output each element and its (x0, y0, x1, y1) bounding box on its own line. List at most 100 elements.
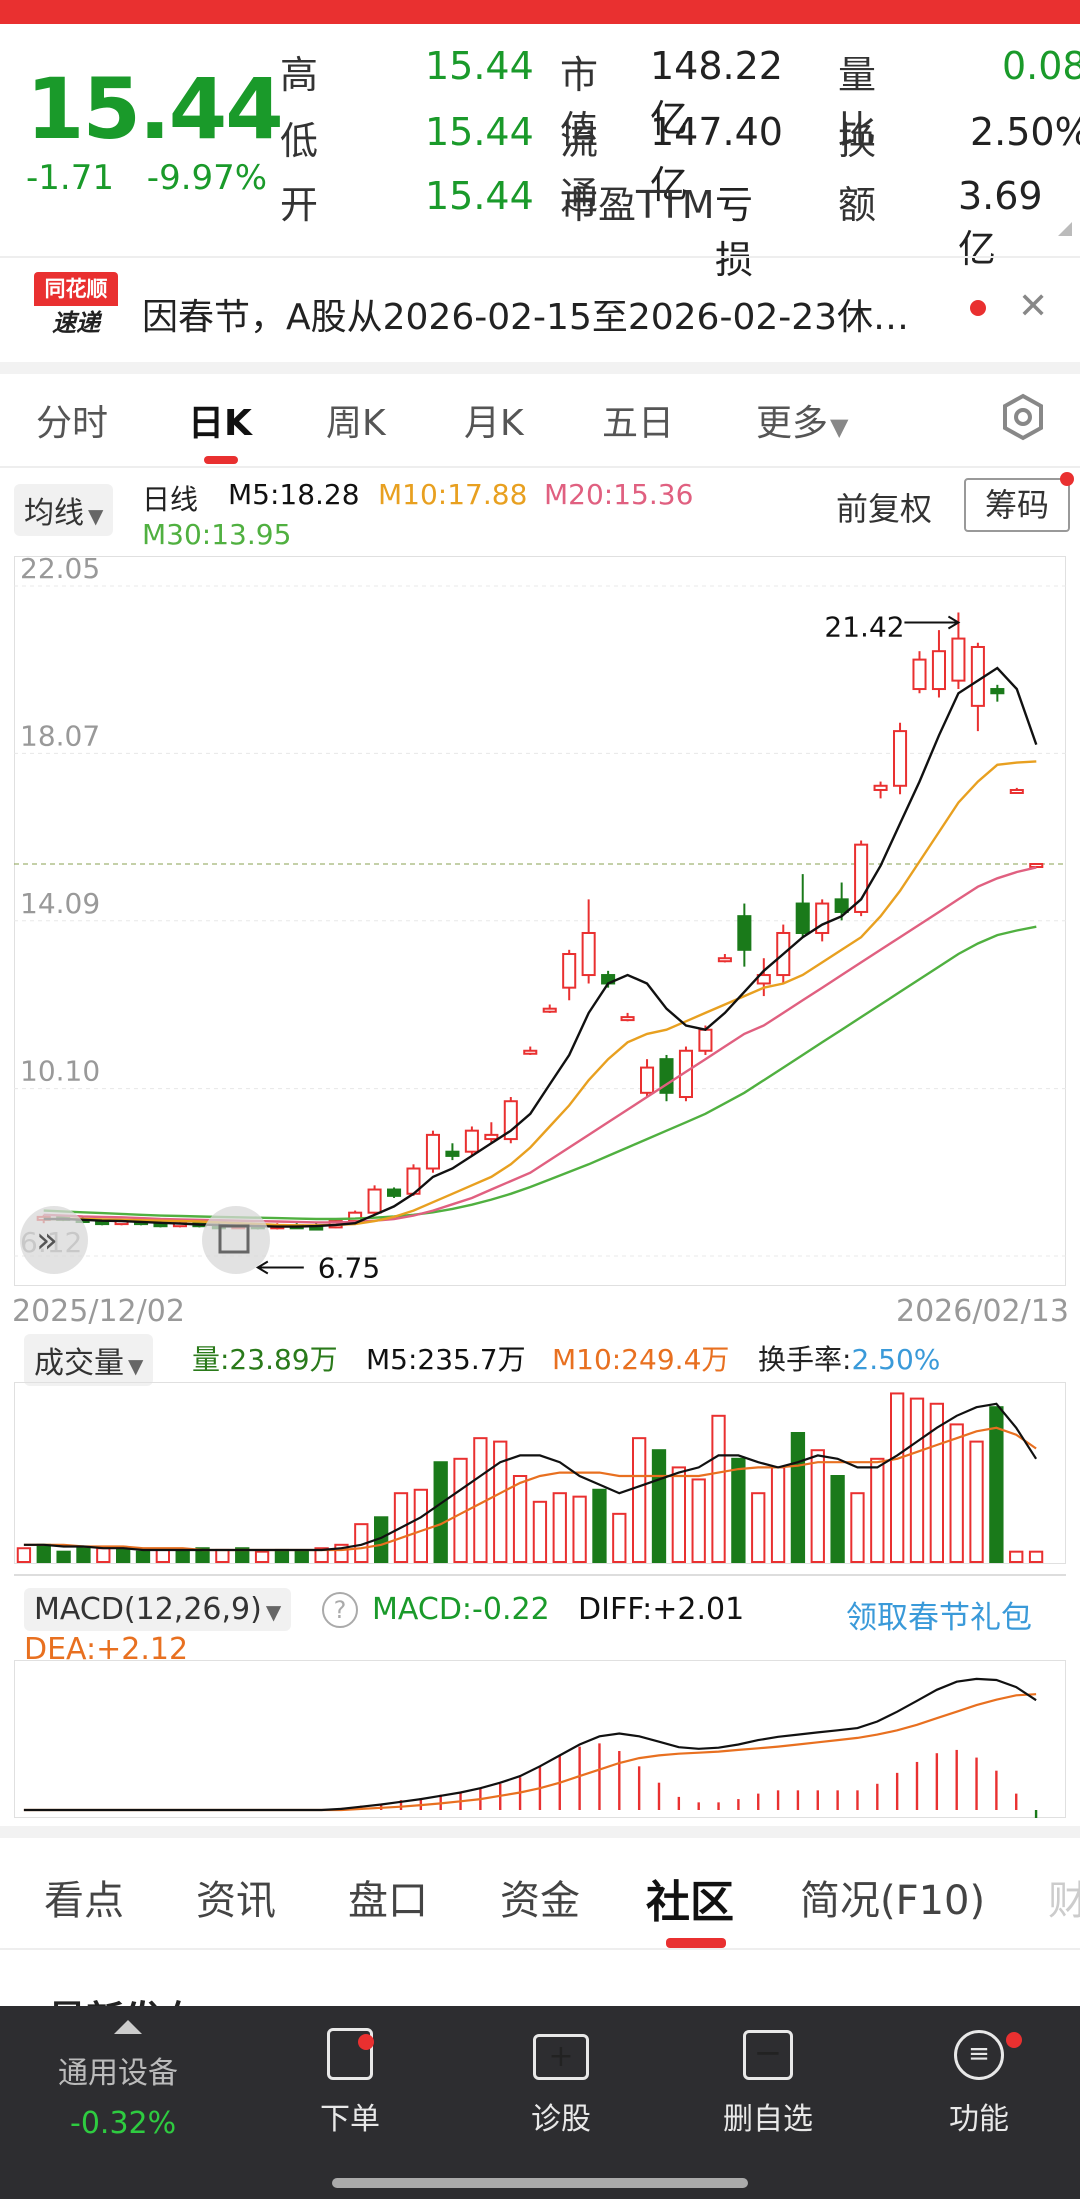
volume-bar (830, 1475, 845, 1563)
ma-selector[interactable]: 均线 ▼ (14, 484, 114, 536)
volume-bar (155, 1548, 170, 1564)
volume-bar (493, 1440, 508, 1563)
sector-change: -0.32% (70, 2106, 177, 2141)
nav-diagnose[interactable]: + 诊股 (516, 2028, 606, 2138)
chip-distribution-button[interactable]: 筹码 (964, 478, 1070, 532)
tab-monthly-k[interactable]: 月K (464, 403, 524, 444)
caret-down-icon: ▼ (128, 1354, 144, 1378)
tab-more-label: 更多 (756, 403, 829, 444)
candle-body (484, 1133, 499, 1141)
caret-down-icon: ▼ (265, 1600, 282, 1624)
ths-news-badge: 同花顺 速递 (34, 272, 118, 340)
y-tick-label: 10.10 (20, 1055, 100, 1088)
caret-down-icon: ▼ (88, 504, 104, 528)
candle-body (581, 931, 596, 977)
start-date-label: 2025/12/02 (12, 1294, 185, 1329)
candle-body (367, 1188, 382, 1214)
nav-diagnose-label: 诊股 (531, 2102, 591, 2137)
expand-corner-icon[interactable] (1058, 222, 1072, 236)
volume-bar (969, 1440, 984, 1563)
price-change-value: -1.71 (26, 158, 114, 198)
settings-icon[interactable] (998, 392, 1048, 442)
unread-dot (970, 300, 986, 316)
turnover-value: 2.50% (851, 1343, 941, 1376)
volume-bar (810, 1449, 825, 1563)
tab-daily-k[interactable]: 日K (188, 403, 252, 444)
stat-label-pe: 市盈TTM (560, 183, 715, 227)
tab-five-day[interactable]: 五日 (602, 403, 675, 444)
sector-name[interactable]: 通用设备 (58, 2056, 178, 2091)
stat-value-turnover: 2.50% (970, 110, 1080, 154)
unread-dot (1060, 472, 1074, 486)
volume-selector[interactable]: 成交量 ▼ (24, 1334, 154, 1386)
low-marker-label: 6.75 (318, 1252, 380, 1285)
stat-value-float: 147.40亿 (650, 110, 783, 207)
divider (0, 1826, 1080, 1838)
stat-value-pe: 亏损 (715, 183, 754, 282)
candle-body (425, 1133, 440, 1170)
candle-body (717, 957, 732, 963)
nav-order-label: 下单 (320, 2102, 380, 2137)
volume-bar (949, 1423, 964, 1564)
section-tabbar: 看点 资讯 盘口 资金 社区 简况(F10) 财 (0, 1838, 1080, 1948)
low-marker-arrow (255, 1260, 304, 1275)
candle-body (464, 1129, 479, 1153)
bottom-nav: 通用设备 -0.32% 下单 + 诊股 − 删自选 ≡ 功能 (0, 2006, 1080, 2199)
candle-body (970, 645, 985, 707)
ma5-value: M5:18.28 (228, 478, 360, 511)
tab-more[interactable]: 更多▼ (756, 394, 848, 446)
chart-frame (14, 556, 1066, 1286)
adjust-mode[interactable]: 前复权 (836, 490, 933, 528)
tab-timeshare[interactable]: 分时 (36, 403, 109, 444)
badge-bottom: 速递 (34, 306, 118, 340)
macd-selector[interactable]: MACD(12,26,9) ▼ (24, 1588, 292, 1631)
volume-m5: M5:235.7万 (366, 1343, 526, 1376)
section-tab-community[interactable]: 社区 (646, 1877, 734, 1928)
section-tab-f10[interactable]: 简况(F10) (800, 1878, 986, 1924)
volume-bar (254, 1550, 270, 1563)
candle-body (523, 1049, 538, 1055)
diagnose-icon: + (533, 2034, 589, 2080)
divider (0, 256, 1080, 258)
volume-bar (870, 1457, 885, 1563)
divider (0, 1948, 1080, 1950)
scroll-left-button (20, 1206, 88, 1274)
chevron-up-icon[interactable] (114, 2020, 142, 2034)
zoom-button (202, 1206, 270, 1274)
section-tab-highlights[interactable]: 看点 (44, 1878, 124, 1924)
kline-label: 日线 (142, 483, 199, 516)
active-section-indicator (666, 1938, 726, 1948)
section-tab-finance[interactable]: 财 (1048, 1878, 1080, 1924)
candle-body (737, 915, 752, 951)
candle-body (445, 1150, 460, 1157)
nav-remove-watchlist-label: 删自选 (723, 2102, 813, 2137)
candle-body (873, 784, 888, 791)
spring-gift-link[interactable]: 领取春节礼包 (846, 1600, 1032, 1636)
macd-chart[interactable] (14, 1660, 1066, 1818)
tab-weekly-k[interactable]: 周K (326, 403, 386, 444)
section-tab-news[interactable]: 资讯 (196, 1878, 276, 1924)
notice-text[interactable]: 因春节，A股从2026-02-15至2026-02-23休… (142, 297, 910, 338)
candle-body (990, 688, 1005, 695)
candle-body (620, 1016, 635, 1022)
stat-label-volratio: 量比 (838, 53, 877, 152)
volume-m10: M10:249.4万 (552, 1343, 730, 1376)
close-icon[interactable]: ✕ (1018, 286, 1049, 327)
stat-label-open: 开 (280, 183, 319, 227)
volume-bar (1028, 1550, 1044, 1563)
section-tab-funds[interactable]: 资金 (500, 1878, 580, 1924)
volume-bar (532, 1500, 548, 1564)
section-tab-orderbook[interactable]: 盘口 (348, 1878, 428, 1924)
divider (0, 362, 1080, 374)
y-tick-label: 22.05 (20, 556, 100, 585)
help-icon[interactable]: ? (322, 1592, 358, 1628)
chart-frame (14, 1382, 1066, 1564)
volume-bar (135, 1550, 151, 1563)
nav-order[interactable]: 下单 (310, 2028, 390, 2138)
nav-functions[interactable]: ≡ 功能 (934, 2028, 1024, 2138)
volume-chart[interactable] (14, 1382, 1066, 1564)
volume-bar (632, 1437, 647, 1563)
nav-remove-watchlist[interactable]: − 删自选 (708, 2028, 828, 2138)
candle-body (1029, 863, 1044, 869)
